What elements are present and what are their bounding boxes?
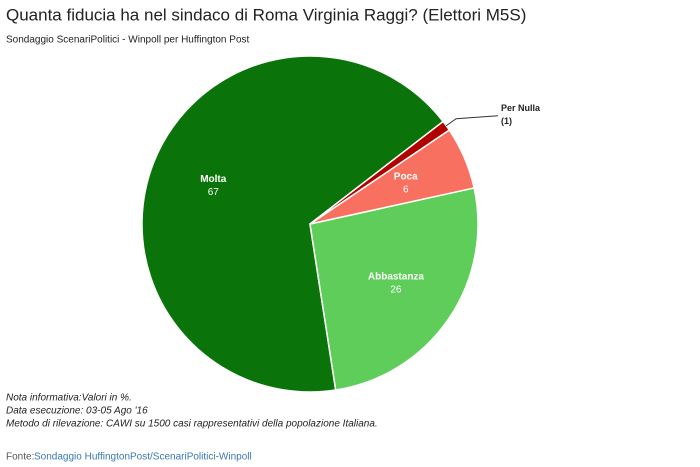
slice-label: Per Nulla	[501, 103, 541, 113]
slice-label: Poca	[394, 172, 418, 183]
slice-value: (1)	[501, 116, 512, 126]
note: Metodo di rilevazione: CAWI su 1500 casi…	[6, 419, 378, 430]
slice-label: Molta	[200, 174, 227, 185]
slice-value: 26	[390, 284, 402, 295]
pie-slice	[141, 55, 445, 393]
chart-title: Quanta fiducia ha nel sindaco di Roma Vi…	[6, 5, 526, 24]
note: Data esecuzione: 03-05 Ago '16	[6, 406, 148, 417]
slice-value: 67	[208, 187, 220, 198]
chart-subtitle: Sondaggio ScenariPolitici - Winpoll per …	[6, 35, 250, 46]
source-link[interactable]: Sondaggio HuffingtonPost/ScenariPolitici…	[34, 452, 252, 463]
leader-line	[445, 115, 499, 127]
note: Nota informativa:Valori in %.	[6, 393, 132, 404]
slice-value: 6	[403, 185, 409, 196]
source-label: Fonte:	[6, 452, 34, 463]
pie-slice	[309, 120, 451, 225]
slice-label: Abbastanza	[368, 271, 425, 282]
pie-slice	[309, 187, 479, 391]
